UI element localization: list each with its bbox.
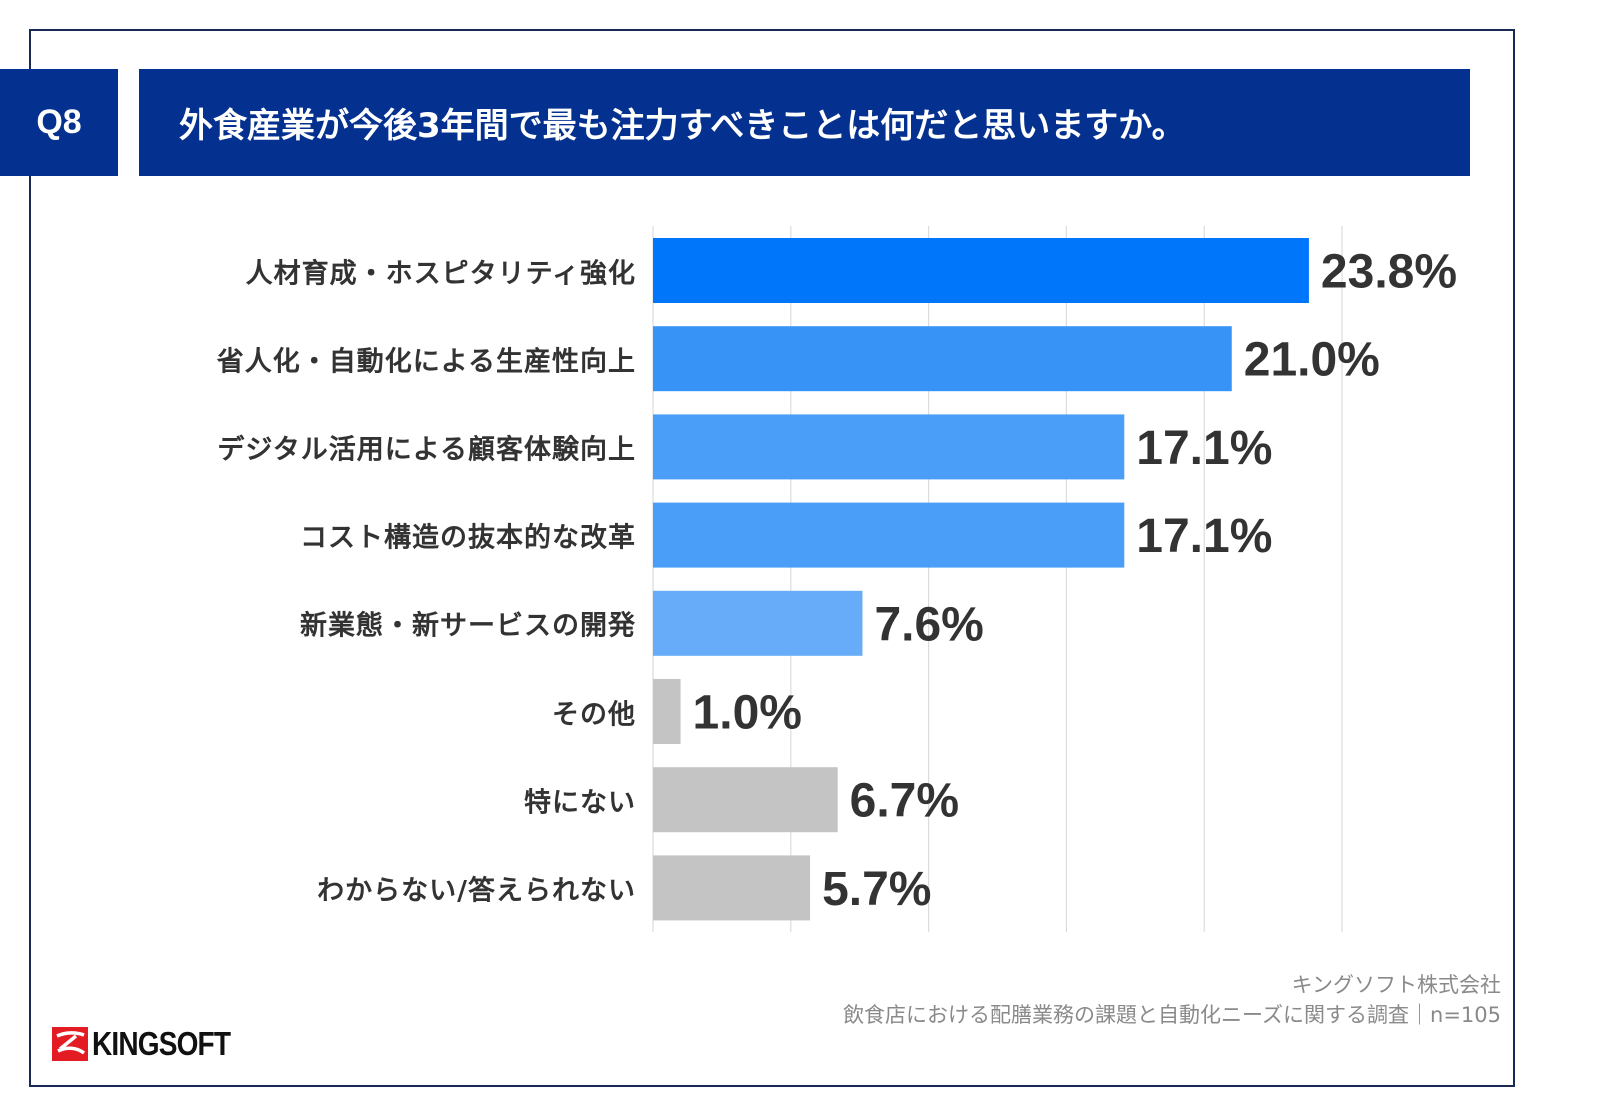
- category-label: デジタル活用による顧客体験向上: [217, 434, 636, 466]
- footer-survey: 飲食店における配膳業務の課題と自動化ニーズに関する調査｜n=105: [843, 1003, 1501, 1027]
- category-label: その他: [552, 699, 636, 730]
- category-label: 人材育成・ホスピタリティ強化: [245, 258, 636, 289]
- category-label: わからない/答えられない: [317, 875, 636, 907]
- question-title: 外食産業が今後3年間で最も注力すべきことは何だと思いますか。: [139, 69, 1470, 176]
- bar: [653, 326, 1232, 392]
- bar: [653, 855, 811, 921]
- data-label: 1.0%: [693, 687, 802, 740]
- category-label: 特にない: [524, 787, 636, 819]
- bar: [653, 679, 681, 744]
- data-label: 5.7%: [822, 863, 931, 916]
- bar: [653, 238, 1309, 303]
- footer-company: キングソフト株式会社: [1291, 973, 1501, 997]
- slide-frame: [29, 29, 1515, 1087]
- data-label: 6.7%: [850, 775, 959, 828]
- logo-text: KINGSOFT: [92, 1025, 231, 1062]
- category-label: 省人化・自動化による生産性向上: [216, 346, 636, 378]
- bar: [653, 502, 1125, 568]
- bar: [653, 767, 838, 833]
- data-label: 21.0%: [1244, 334, 1380, 387]
- data-label: 17.1%: [1136, 510, 1272, 563]
- kingsoft-logo: KINGSOFT: [52, 1025, 255, 1063]
- category-label: 新業態・新サービスの開発: [300, 610, 636, 642]
- question-badge: Q8: [0, 69, 118, 176]
- category-label: コスト構造の抜本的な改革: [300, 522, 636, 554]
- data-label: 17.1%: [1136, 422, 1272, 475]
- data-label: 23.8%: [1321, 246, 1457, 299]
- kingsoft-logo-icon: [52, 1027, 88, 1061]
- bar: [653, 590, 863, 656]
- bar: [653, 414, 1125, 480]
- data-label: 7.6%: [874, 598, 983, 651]
